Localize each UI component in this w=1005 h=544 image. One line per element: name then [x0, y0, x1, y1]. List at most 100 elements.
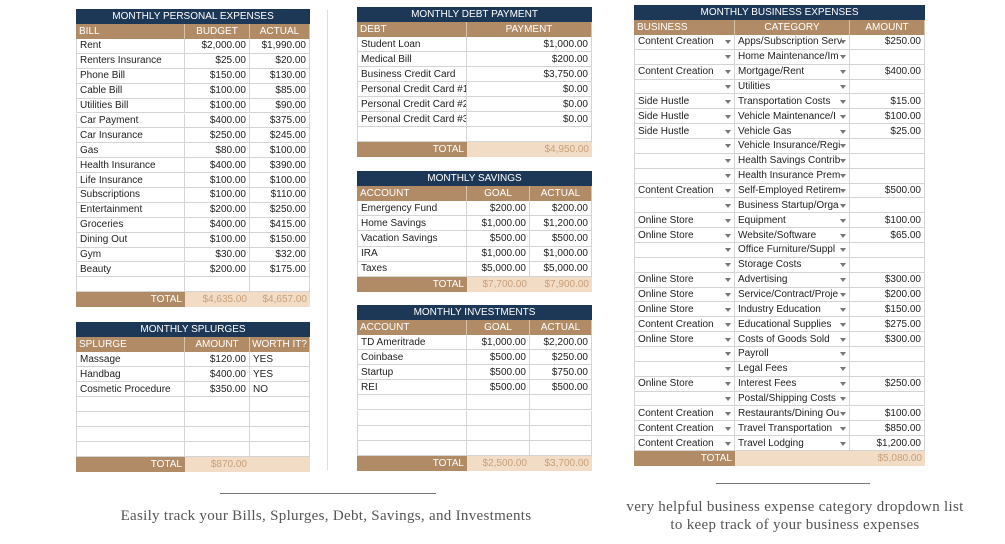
dropdown-arrow[interactable]: [840, 278, 846, 283]
dropdown-cell[interactable]: [634, 257, 735, 273]
dropdown-arrow[interactable]: [840, 337, 846, 342]
dropdown-arrow[interactable]: [840, 263, 846, 268]
dropdown-cell[interactable]: [634, 198, 735, 214]
dropdown-arrow[interactable]: [840, 293, 846, 298]
dropdown-cell[interactable]: Postal/Shipping Costs: [735, 391, 850, 407]
dropdown-arrow[interactable]: [725, 189, 731, 194]
dropdown-cell[interactable]: Online Store: [634, 376, 735, 392]
dropdown-arrow[interactable]: [725, 218, 731, 223]
dropdown-cell[interactable]: Educational Supplies: [735, 317, 850, 333]
dropdown-arrow[interactable]: [725, 382, 731, 387]
dropdown-arrow[interactable]: [725, 337, 731, 342]
dropdown-arrow[interactable]: [725, 70, 731, 75]
dropdown-cell[interactable]: Payroll: [735, 347, 850, 362]
dropdown-cell[interactable]: [634, 153, 735, 169]
dropdown-arrow[interactable]: [725, 99, 731, 104]
dropdown-arrow[interactable]: [840, 55, 846, 60]
dropdown-cell[interactable]: [634, 139, 735, 154]
dropdown-cell[interactable]: Side Hustle: [634, 94, 735, 110]
dropdown-cell[interactable]: Vehicle Maintenance/I: [735, 109, 850, 125]
dropdown-arrow[interactable]: [725, 85, 731, 89]
dropdown-arrow[interactable]: [725, 129, 731, 134]
dropdown-arrow[interactable]: [725, 441, 731, 446]
dropdown-arrow[interactable]: [725, 352, 731, 357]
dropdown-arrow[interactable]: [725, 248, 731, 253]
dropdown-cell[interactable]: Advertising: [735, 272, 850, 288]
dropdown-cell[interactable]: Industry Education: [735, 302, 850, 318]
dropdown-cell[interactable]: Website/Software: [735, 228, 850, 244]
dropdown-cell[interactable]: Restaurants/Dining Ou: [735, 406, 850, 422]
dropdown-arrow[interactable]: [840, 426, 846, 431]
dropdown-arrow[interactable]: [725, 322, 731, 327]
dropdown-arrow[interactable]: [725, 40, 731, 45]
dropdown-arrow[interactable]: [840, 367, 846, 372]
dropdown-arrow[interactable]: [725, 114, 731, 119]
dropdown-cell[interactable]: Transportation Costs: [735, 94, 850, 110]
dropdown-cell[interactable]: Mortgage/Rent: [735, 64, 850, 80]
dropdown-arrow[interactable]: [725, 55, 731, 60]
dropdown-arrow[interactable]: [840, 322, 846, 327]
dropdown-arrow[interactable]: [840, 85, 846, 89]
dropdown-arrow[interactable]: [840, 159, 846, 164]
dropdown-arrow[interactable]: [725, 426, 731, 431]
dropdown-arrow[interactable]: [840, 233, 846, 238]
dropdown-cell[interactable]: Business Startup/Orga: [735, 198, 850, 214]
dropdown-arrow[interactable]: [725, 411, 731, 416]
dropdown-arrow[interactable]: [840, 397, 846, 402]
dropdown-arrow[interactable]: [840, 382, 846, 387]
dropdown-cell[interactable]: Content Creation: [634, 317, 735, 333]
dropdown-cell[interactable]: [634, 361, 735, 377]
dropdown-cell[interactable]: Vehicle Gas: [735, 124, 850, 140]
dropdown-cell[interactable]: Online Store: [634, 228, 735, 244]
dropdown-arrow[interactable]: [840, 189, 846, 194]
dropdown-arrow[interactable]: [725, 174, 731, 179]
dropdown-arrow[interactable]: [725, 397, 731, 402]
dropdown-cell[interactable]: Equipment: [735, 213, 850, 229]
dropdown-arrow[interactable]: [725, 263, 731, 268]
dropdown-cell[interactable]: Online Store: [634, 272, 735, 288]
dropdown-arrow[interactable]: [840, 114, 846, 119]
dropdown-arrow[interactable]: [840, 144, 846, 149]
dropdown-cell[interactable]: Content Creation: [634, 183, 735, 199]
dropdown-cell[interactable]: Apps/Subscription Serv: [735, 35, 850, 50]
dropdown-cell[interactable]: Content Creation: [634, 35, 735, 50]
dropdown-cell[interactable]: [634, 391, 735, 407]
dropdown-cell[interactable]: Service/Contract/Proje: [735, 287, 850, 303]
dropdown-arrow[interactable]: [840, 99, 846, 104]
dropdown-cell[interactable]: [634, 243, 735, 258]
dropdown-cell[interactable]: Travel Transportation: [735, 421, 850, 437]
dropdown-cell[interactable]: Online Store: [634, 213, 735, 229]
dropdown-cell[interactable]: Content Creation: [634, 421, 735, 437]
dropdown-cell[interactable]: Side Hustle: [634, 109, 735, 125]
dropdown-arrow[interactable]: [840, 174, 846, 179]
dropdown-arrow[interactable]: [725, 159, 731, 164]
dropdown-cell[interactable]: Online Store: [634, 332, 735, 348]
dropdown-arrow[interactable]: [840, 218, 846, 223]
dropdown-cell[interactable]: Travel Lodging: [735, 436, 850, 452]
dropdown-cell[interactable]: Health Savings Contrib: [735, 153, 850, 169]
dropdown-arrow[interactable]: [725, 293, 731, 298]
dropdown-arrow[interactable]: [840, 203, 846, 208]
dropdown-arrow[interactable]: [840, 248, 846, 253]
dropdown-arrow[interactable]: [725, 278, 731, 283]
dropdown-arrow[interactable]: [725, 233, 731, 238]
dropdown-cell[interactable]: [634, 347, 735, 362]
dropdown-cell[interactable]: Online Store: [634, 302, 735, 318]
dropdown-cell[interactable]: [634, 168, 735, 184]
dropdown-arrow[interactable]: [840, 411, 846, 416]
dropdown-cell[interactable]: Costs of Goods Sold: [735, 332, 850, 348]
dropdown-cell[interactable]: Content Creation: [634, 436, 735, 452]
dropdown-cell[interactable]: Legal Fees: [735, 361, 850, 377]
dropdown-cell[interactable]: [634, 79, 735, 95]
dropdown-cell[interactable]: Content Creation: [634, 406, 735, 422]
dropdown-arrow[interactable]: [840, 70, 846, 75]
dropdown-cell[interactable]: Home Maintenance/Im: [735, 49, 850, 65]
dropdown-arrow[interactable]: [840, 352, 846, 357]
dropdown-cell[interactable]: Office Furniture/Suppl: [735, 243, 850, 258]
dropdown-arrow[interactable]: [725, 144, 731, 149]
dropdown-cell[interactable]: Vehicle Insurance/Regi: [735, 139, 850, 154]
dropdown-cell[interactable]: Side Hustle: [634, 124, 735, 140]
dropdown-arrow[interactable]: [840, 441, 846, 446]
dropdown-cell[interactable]: Online Store: [634, 287, 735, 303]
dropdown-cell[interactable]: Utilities: [735, 79, 850, 95]
